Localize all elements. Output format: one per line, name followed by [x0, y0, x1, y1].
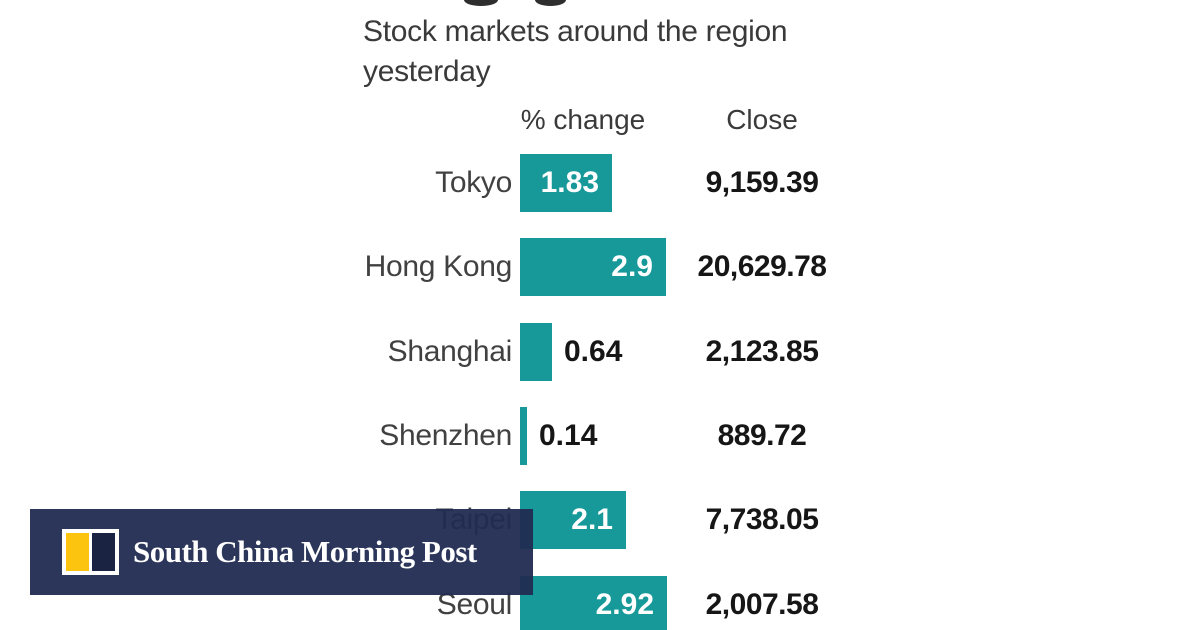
pct-change-bar: 2.9	[520, 238, 666, 296]
pct-change-bar: 0.64	[520, 323, 552, 381]
pct-change-value: 2.92	[595, 588, 654, 621]
pct-change-bar: 2.92	[520, 576, 667, 630]
close-value: 2,007.58	[705, 588, 819, 621]
table-row-hong-kong: Hong Kong 2.9 2.9 20,629.78	[0, 237, 1200, 297]
close-value: 889.72	[717, 419, 807, 452]
pct-change-value: 2.9	[611, 250, 653, 283]
pct-change-bar: 0.14	[520, 407, 527, 465]
table-row-shenzhen: Shenzhen 0.14 0.14 889.72	[0, 406, 1200, 466]
scmp-banner: South China Morning Post	[30, 509, 533, 595]
chart-title-line1: Stock markets around the region	[363, 15, 788, 48]
chart-title: Stock markets around the region yesterda…	[363, 12, 788, 92]
close-value: 7,738.05	[705, 503, 819, 536]
pct-change-bar: 1.83	[520, 154, 612, 212]
pct-change-value: 2.1	[571, 503, 613, 536]
pct-change-value: 0.64	[564, 335, 623, 368]
publisher-name: South China Morning Post	[133, 534, 477, 569]
market-label: Shenzhen	[379, 419, 512, 452]
cropped-headline-fragment	[535, 0, 566, 6]
close-value: 20,629.78	[697, 250, 827, 283]
pct-change-value: 0.14	[539, 419, 598, 452]
table-row-seoul: Seoul 2.92 2.92 2,007.58	[0, 575, 1200, 630]
table-row-tokyo: Tokyo 1.83 1.83 9,159.39	[0, 153, 1200, 213]
close-value: 9,159.39	[705, 166, 819, 199]
scmp-logo-navy-block	[92, 533, 115, 571]
close-value: 2,123.85	[705, 335, 819, 368]
table-row-shanghai: Shanghai 0.64 0.64 2,123.85	[0, 322, 1200, 382]
scmp-logo-icon	[62, 529, 119, 575]
pct-change-value: 1.83	[540, 166, 599, 199]
cropped-headline-fragment	[464, 0, 498, 6]
market-label: Shanghai	[387, 335, 513, 368]
chart-title-line2: yesterday	[363, 55, 491, 88]
scmp-logo-yellow-block	[66, 533, 89, 571]
column-header-pct-change: % change	[520, 104, 646, 135]
market-label: Hong Kong	[364, 250, 513, 283]
market-label: Tokyo	[435, 166, 512, 199]
column-header-close: Close	[726, 104, 798, 135]
pct-change-bar: 2.1	[520, 491, 626, 549]
